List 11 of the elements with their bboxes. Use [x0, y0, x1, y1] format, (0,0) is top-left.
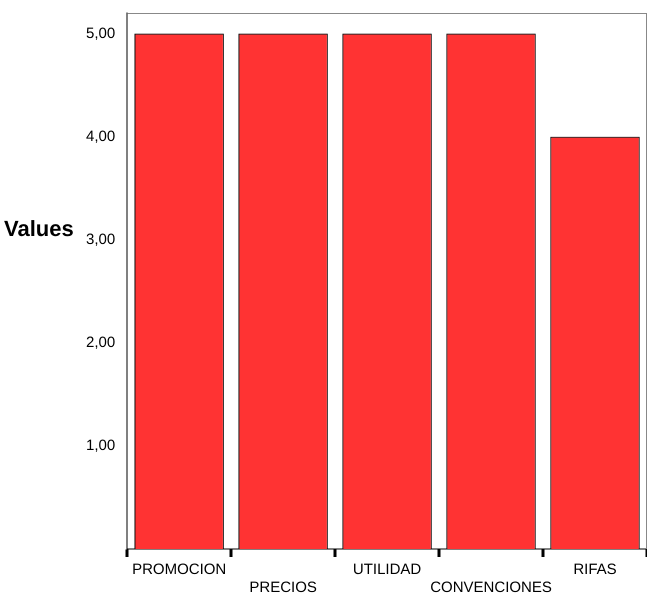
x-tick-label: PROMOCION — [132, 561, 226, 578]
x-tick-label: CONVENCIONES — [430, 579, 552, 596]
y-tick-label: 5,00 — [86, 24, 116, 42]
y-tick-label: 1,00 — [86, 437, 116, 454]
y-tick-label: 3,00 — [86, 230, 116, 248]
x-tick-label: RIFAS — [573, 561, 617, 578]
x-tick-label: UTILIDAD — [352, 561, 422, 578]
y-tick-label: 4,00 — [86, 128, 116, 145]
x-tick-label: PRECIOS — [249, 579, 317, 596]
y-tick-label: 2,00 — [86, 334, 116, 351]
y-axis-title: Values — [4, 216, 74, 242]
